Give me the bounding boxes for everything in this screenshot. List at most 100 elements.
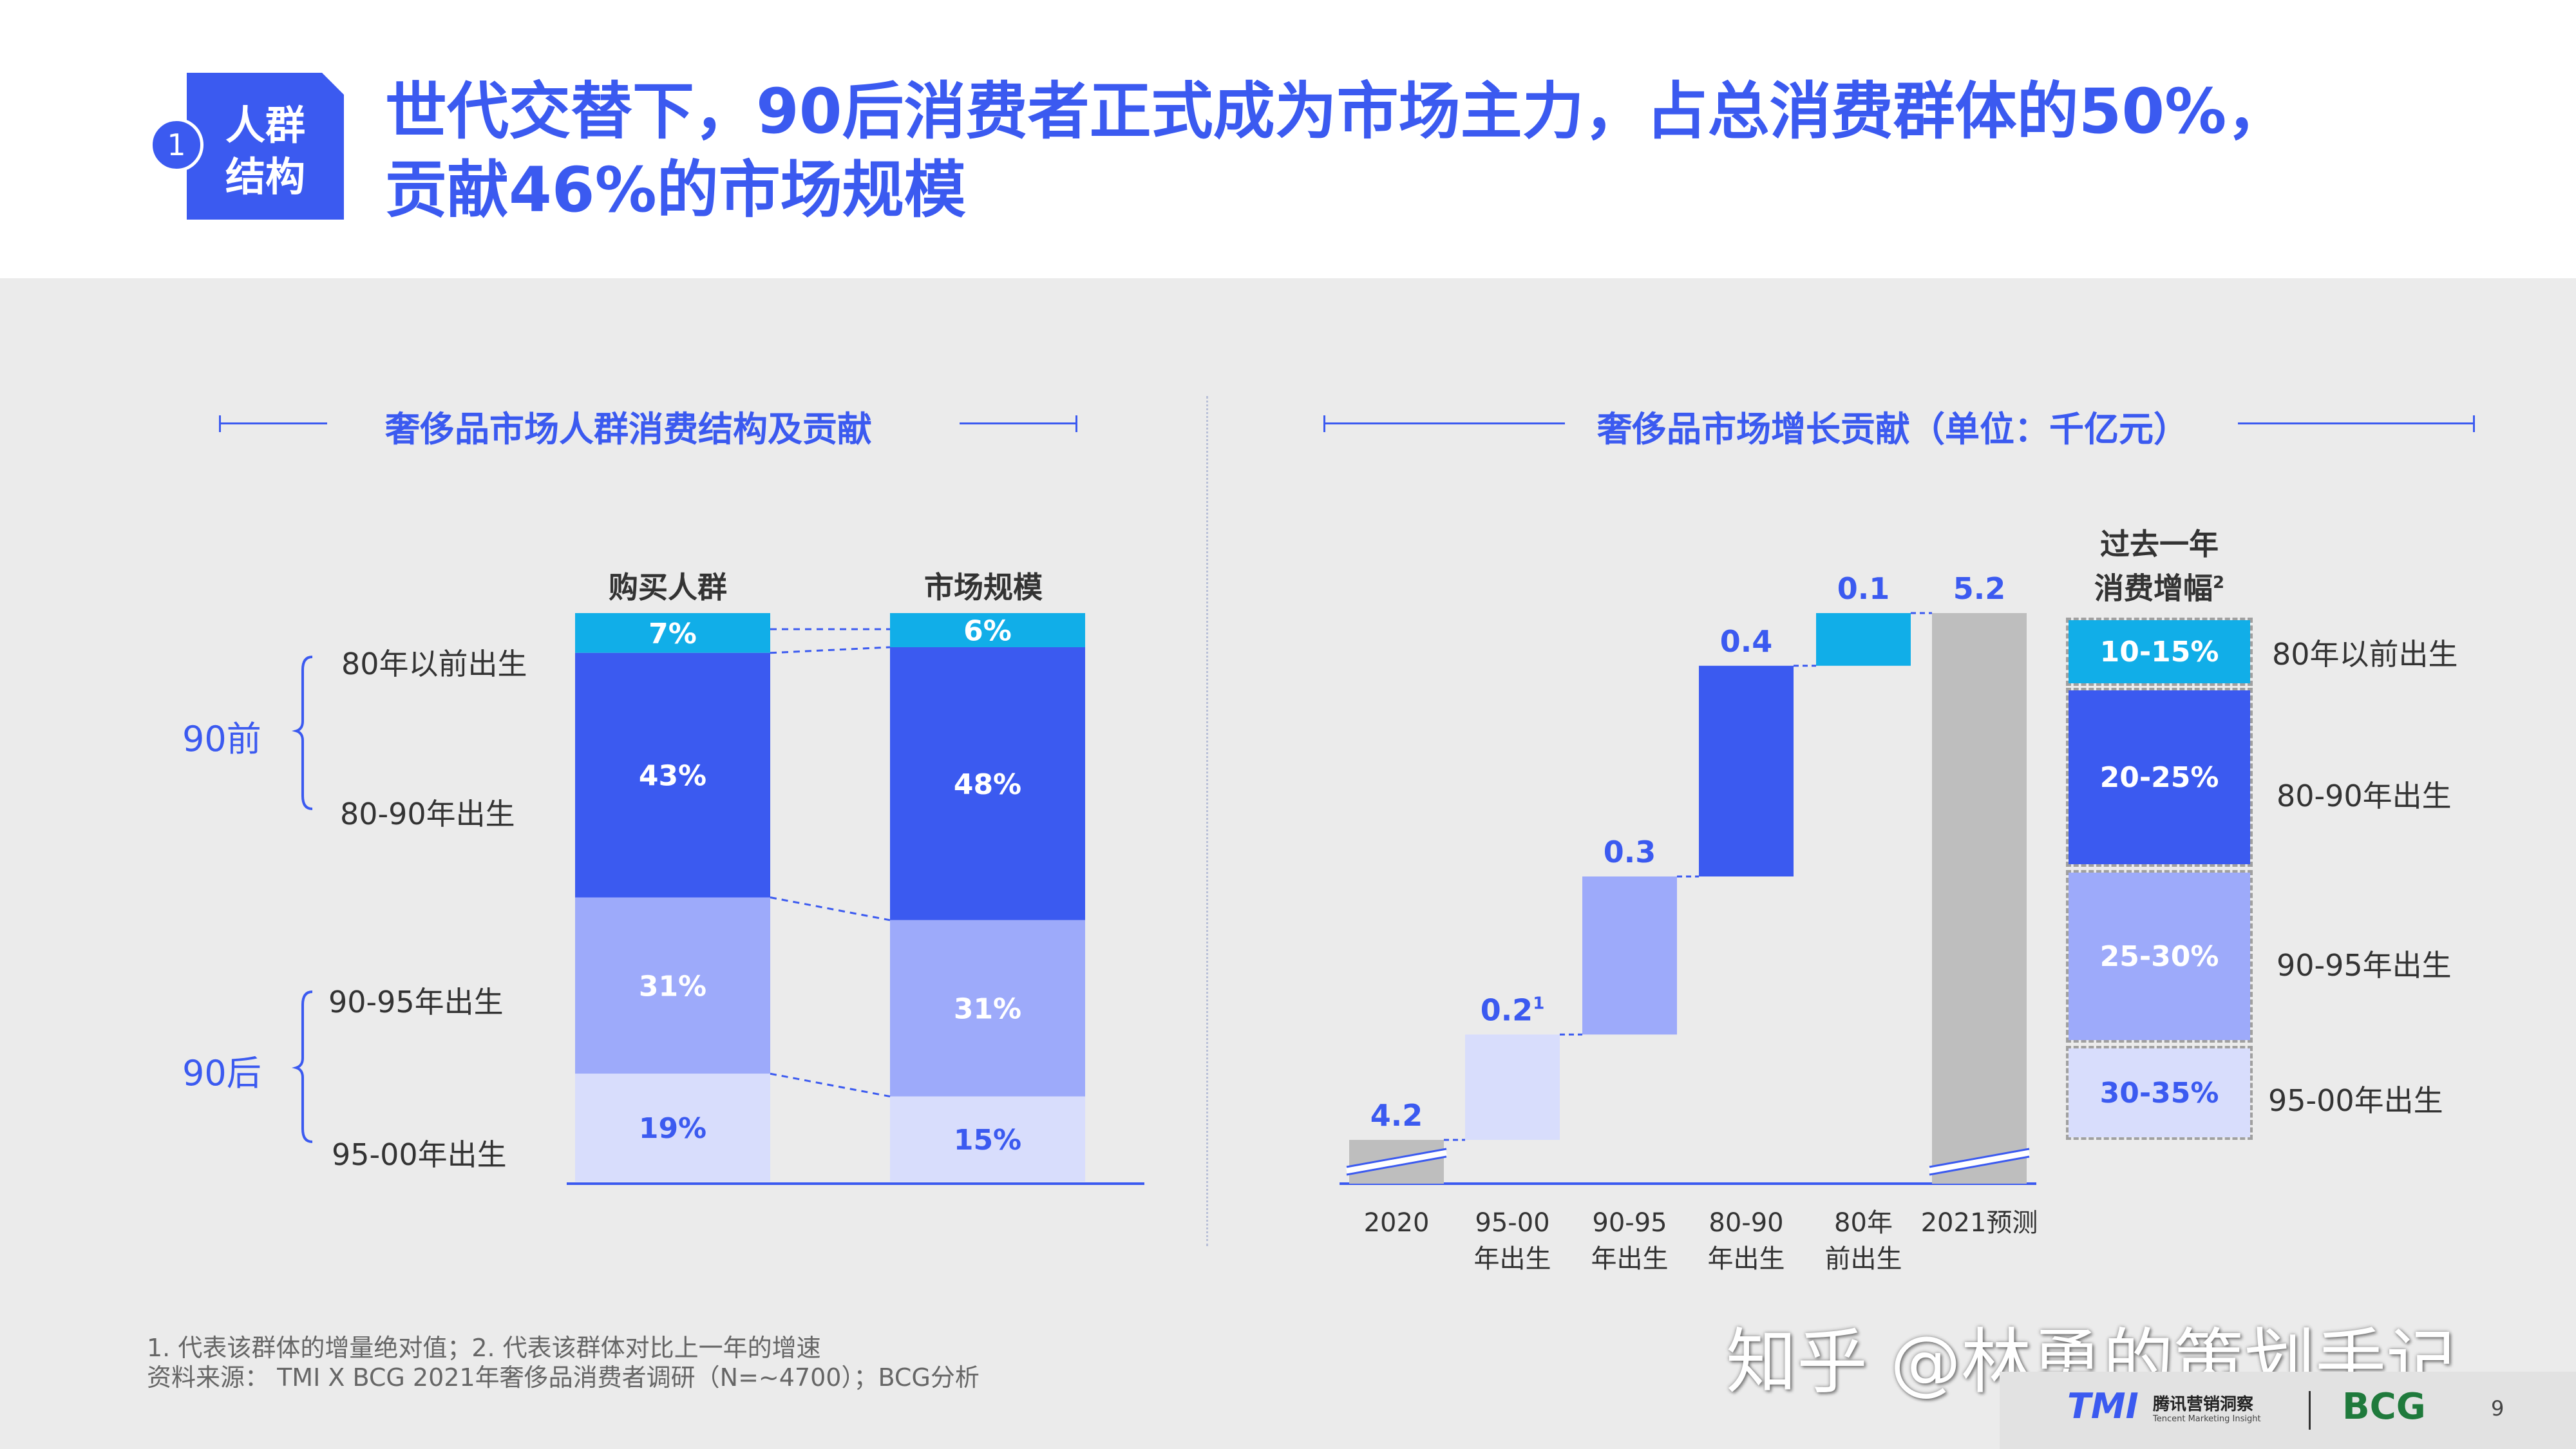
footer-logo-divider [2309, 1391, 2311, 1430]
group-label-post90: 90后 [182, 1053, 261, 1094]
waterfall-category-label: 80-90 [1709, 1208, 1783, 1238]
waterfall-bar [1465, 1034, 1560, 1140]
waterfall-category-label: 90-95 [1592, 1208, 1667, 1238]
brace-post90 [292, 990, 313, 1143]
badge-line2: 结构 [225, 153, 306, 200]
badge-number: 1 [149, 118, 204, 172]
growth-label-95-00: 95-00年出生 [2268, 1083, 2443, 1118]
axis-break-mark [1346, 1150, 1447, 1174]
growth-box-80-90: 20-25% [2066, 688, 2253, 867]
waterfall-category-label: 年出生 [1708, 1244, 1785, 1274]
axis-break-mark [1929, 1150, 2030, 1174]
waterfall-category-label: 2020 [1364, 1208, 1430, 1238]
page-title: 世代交替下，90后消费者正式成为市场主力，占总消费群体的50%， 贡献46%的市… [385, 72, 2510, 229]
right-title-rule-left [1323, 422, 1565, 424]
right-chart-group: 4.2 0.21 0.3 0.4 0.1 5.2 2020 95-00 年出生 90-95 年出生 8… [1340, 571, 2038, 1274]
left-title-rule-left [219, 422, 327, 424]
connector-line [770, 646, 891, 654]
connector-line [770, 1072, 891, 1098]
connector-line [770, 896, 891, 922]
badge-fold-corner [322, 73, 344, 95]
waterfall-category-label: 95-00 [1475, 1208, 1549, 1238]
row-label-90-95: 90-95年出生 [328, 985, 504, 1019]
tmi-logo: TMI [2067, 1386, 2139, 1426]
footnote-line1: 1. 代表该群体的增量绝对值；2. 代表该群体对比上一年的增速 [147, 1334, 821, 1362]
page-title-line2: 贡献46%的市场规模 [385, 154, 966, 226]
growth-label-90-95: 90-95年出生 [2277, 948, 2452, 983]
left-section-title: 奢侈品市场人群消费结构及贡献 [385, 409, 872, 450]
waterfall-value-label: 0.3 [1604, 835, 1656, 869]
axis-break-mark [1346, 1148, 1447, 1168]
waterfall-bar [1582, 876, 1677, 1035]
waterfall-category-label: 2021预测 [1921, 1208, 2038, 1238]
row-label-95-00: 95-00年出生 [332, 1137, 507, 1172]
stack-bar-segment [890, 613, 1085, 647]
waterfall-bar [1932, 613, 2027, 1184]
row-label-pre80: 80年以前出生 [341, 647, 527, 681]
waterfall-value-label: 0.4 [1720, 624, 1773, 659]
tmi-logo-en: Tencent Marketing Insight [2153, 1414, 2261, 1424]
growth-label-pre80: 80年以前出生 [2272, 637, 2458, 672]
waterfall-category-label: 80年 [1834, 1208, 1893, 1238]
footnote-line2: 资料来源： TMI X BCG 2021年奢侈品消费者调研（N=~4700）；B… [147, 1363, 980, 1392]
stack-bar-label: 15% [954, 1124, 1021, 1157]
badge-line1: 人群 [225, 102, 306, 149]
row-label-80-90: 80-90年出生 [340, 797, 515, 831]
growth-header: 过去一年 消费增幅2 [2085, 525, 2233, 607]
page-title-line1: 世代交替下，90后消费者正式成为市场主力，占总消费群体的50%， [385, 75, 2289, 147]
right-title-cap-right [2473, 415, 2475, 432]
right-section-title: 奢侈品市场增长贡献（单位：千亿元） [1597, 409, 2188, 450]
growth-box-pre80: 10-15% [2066, 618, 2253, 686]
page-number: 9 [2491, 1396, 2505, 1421]
badge-label: 人群 结构 [225, 100, 335, 203]
left-title-cap-right [1075, 415, 1077, 432]
group-label-pre90: 90前 [182, 719, 261, 759]
stack-bar-label: 31% [639, 970, 706, 1003]
stack-bar-segment [890, 920, 1085, 1097]
growth-box-95-00: 30-35% [2066, 1046, 2253, 1140]
waterfall-value-label: 4.2 [1370, 1098, 1423, 1133]
stack-bar-label: 43% [639, 760, 706, 793]
waterfall-value-label: 5.2 [1953, 571, 2006, 606]
stack-bar-label: 19% [639, 1112, 706, 1145]
growth-header-line2-text: 消费增幅 [2094, 571, 2213, 606]
left-bars-group: 7% 43% 31% 19% 6% 48% 31% 15% [575, 613, 1085, 1182]
stack-bar-segment [575, 897, 770, 1074]
waterfall-bar [1816, 613, 1911, 666]
stack-bar-segment [890, 647, 1085, 920]
growth-header-sup: 2 [2212, 573, 2225, 592]
section-divider [1206, 396, 1208, 1246]
tmi-logo-cn: 腾讯营销洞察 [2153, 1395, 2254, 1414]
bcg-logo: BCG [2342, 1386, 2426, 1428]
footnote-marker: 1 [1533, 994, 1544, 1013]
footer-bar: TMI 腾讯营销洞察 Tencent Marketing Insight BCG… [2000, 1372, 2576, 1449]
stack-bar-segment [575, 613, 770, 653]
axis-break-mark [1929, 1148, 2030, 1168]
stack-bar-label: 48% [954, 768, 1021, 801]
stack-bar-segment [890, 1096, 1085, 1182]
waterfall-value-label: 0.21 [1481, 992, 1545, 1027]
waterfall-category-label: 年出生 [1591, 1244, 1669, 1274]
growth-box-90-95: 25-30% [2066, 870, 2253, 1043]
growth-header-line2: 消费增幅2 [2085, 564, 2233, 607]
section-badge: 1 人群 结构 [149, 73, 344, 220]
stack-bar-label: 6% [963, 614, 1012, 647]
axis-break-mark [1929, 1155, 2030, 1176]
growth-label-80-90: 80-90年出生 [2277, 779, 2452, 813]
axis-break-mark [1346, 1155, 1447, 1176]
waterfall-value-label: 0.1 [1837, 571, 1890, 606]
stack-bar-label: 31% [954, 993, 1021, 1026]
stack-bar-label: 7% [649, 618, 697, 650]
growth-header-line1: 过去一年 [2100, 527, 2219, 562]
brace-pre90 [292, 656, 313, 810]
waterfall-category-label: 年出生 [1474, 1244, 1551, 1274]
header: 1 人群 结构 世代交替下，90后消费者正式成为市场主力，占总消费群体的50%，… [0, 0, 2576, 278]
left-title-rule-right [960, 422, 1077, 424]
category-label-market: 市场规模 [924, 570, 1043, 605]
waterfall-bar [1699, 665, 1794, 876]
stack-bar-segment [575, 652, 770, 898]
right-title-rule-right [2238, 422, 2475, 424]
category-label-buyers: 购买人群 [609, 570, 727, 605]
waterfall-category-label: 前出生 [1825, 1244, 1902, 1274]
